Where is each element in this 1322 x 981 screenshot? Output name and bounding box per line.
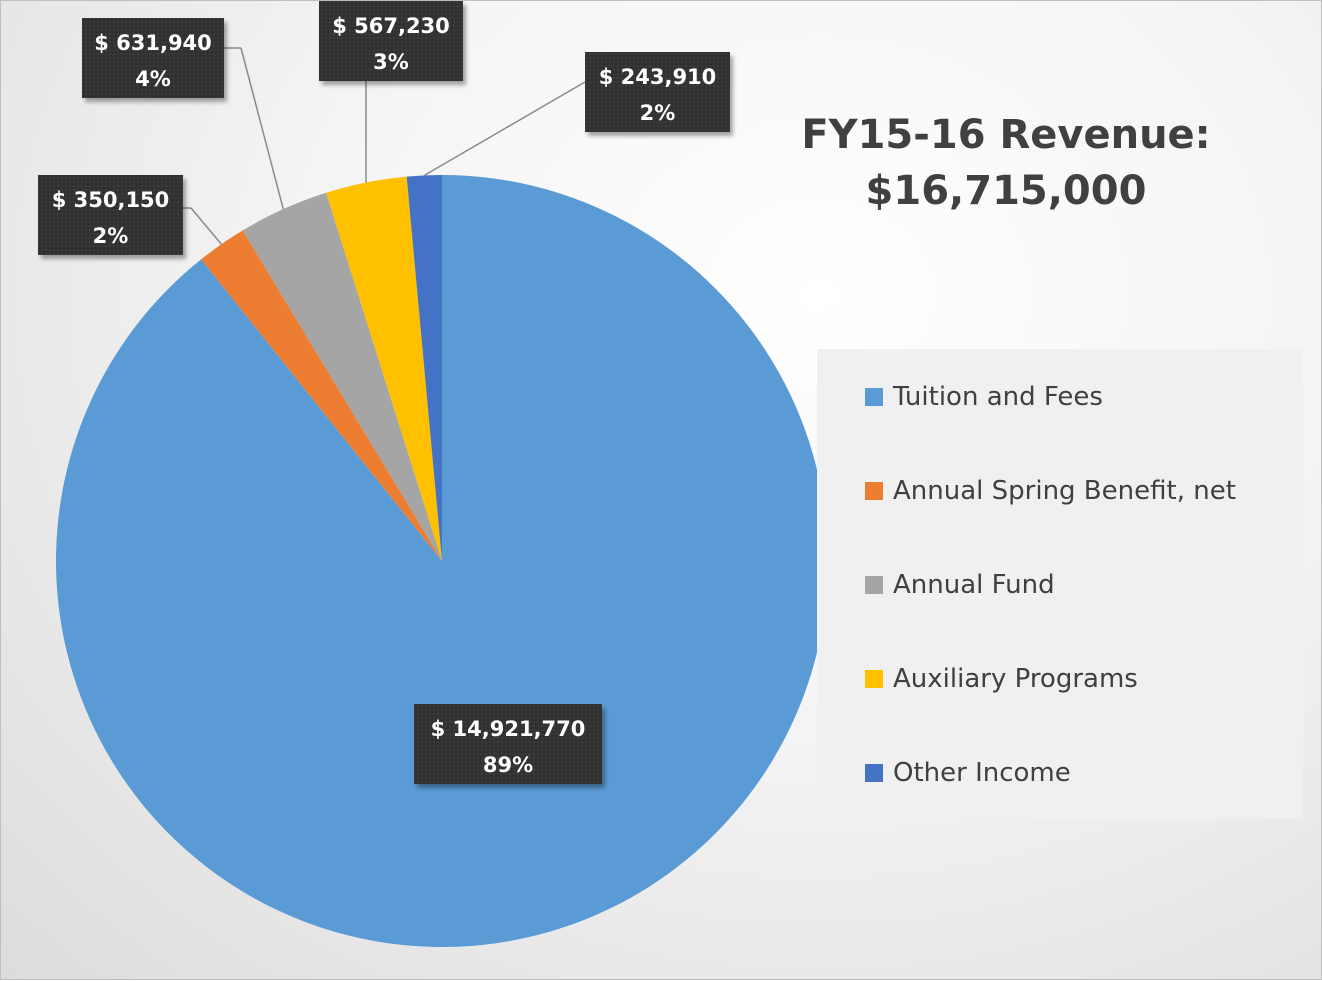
- legend-swatch: [865, 388, 883, 406]
- data-label-value: $ 243,910: [599, 65, 717, 89]
- data-label-percent: 2%: [640, 101, 676, 125]
- legend-label: Auxiliary Programs: [893, 664, 1138, 694]
- legend-item-tuition-and-fees: Tuition and Fees: [865, 377, 1103, 417]
- data-label-percent: 2%: [93, 224, 129, 248]
- data-label-tuition-and-fees: $ 14,921,770 89%: [414, 704, 602, 784]
- legend-item-annual-spring-benefit: Annual Spring Benefit, net: [865, 471, 1236, 511]
- legend-label: Other Income: [893, 758, 1071, 788]
- data-label-annual-fund: $ 631,940 4%: [82, 18, 224, 98]
- chart-title-line-1: FY15-16 Revenue:: [771, 107, 1241, 163]
- leader-line-other-income: [424, 82, 585, 175]
- legend: Tuition and Fees Annual Spring Benefit, …: [817, 349, 1303, 819]
- data-label-percent: 89%: [483, 753, 533, 777]
- legend-label: Tuition and Fees: [893, 382, 1103, 412]
- data-label-percent: 3%: [373, 50, 409, 74]
- chart-title: FY15-16 Revenue: $16,715,000: [771, 107, 1241, 219]
- data-label-value: $ 350,150: [52, 188, 170, 212]
- leader-line-annual-fund: [241, 48, 283, 209]
- legend-swatch: [865, 670, 883, 688]
- data-label-other-income: $ 243,910 2%: [585, 52, 730, 132]
- data-label-value: $ 567,230: [332, 14, 450, 38]
- legend-swatch: [865, 764, 883, 782]
- data-label-percent: 4%: [135, 67, 171, 91]
- chart-title-line-2: $16,715,000: [771, 163, 1241, 219]
- data-label-value: $ 631,940: [94, 31, 212, 55]
- leader-line-annual-spring-benefit: [191, 208, 221, 244]
- data-label-auxiliary-programs: $ 567,230 3%: [319, 1, 463, 81]
- legend-swatch: [865, 482, 883, 500]
- legend-item-annual-fund: Annual Fund: [865, 565, 1055, 605]
- data-label-annual-spring-benefit: $ 350,150 2%: [38, 175, 183, 255]
- legend-item-auxiliary-programs: Auxiliary Programs: [865, 659, 1138, 699]
- legend-label: Annual Fund: [893, 570, 1055, 600]
- legend-swatch: [865, 576, 883, 594]
- data-label-value: $ 14,921,770: [431, 717, 586, 741]
- legend-label: Annual Spring Benefit, net: [893, 476, 1236, 506]
- legend-item-other-income: Other Income: [865, 753, 1071, 793]
